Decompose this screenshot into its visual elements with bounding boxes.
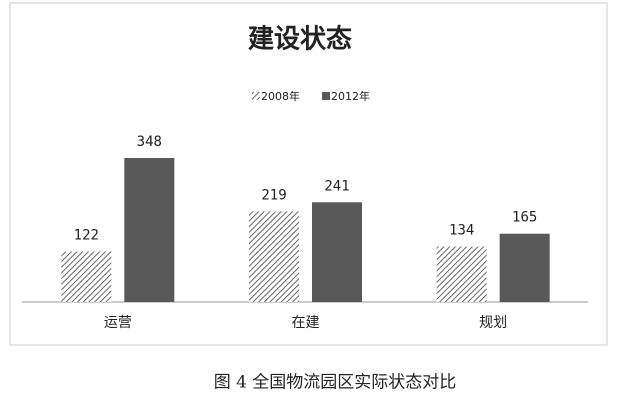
data-label: 134 [449,223,474,239]
x-tick-label: 运营 [104,315,132,331]
data-label: 122 [74,228,99,244]
bar [61,251,112,302]
data-label: 241 [324,178,349,194]
legend-swatch [322,92,330,100]
data-label: 165 [512,210,537,226]
data-label: 219 [261,187,286,203]
caption: 图 4 全国物流园区实际状态对比 [214,373,457,393]
bar [436,246,487,302]
chart-frame [9,2,608,346]
chart-title: 建设状态 [248,24,352,55]
data-label: 348 [137,134,162,150]
bar [499,233,550,302]
legend-swatch [252,92,260,100]
bar [312,202,362,302]
x-tick-label: 规划 [479,315,507,331]
legend-label: 2012年 [331,89,370,103]
legend-label: 2008年 [261,89,300,103]
bar [124,158,175,302]
bar [249,211,299,302]
x-tick-label: 在建 [292,315,320,331]
